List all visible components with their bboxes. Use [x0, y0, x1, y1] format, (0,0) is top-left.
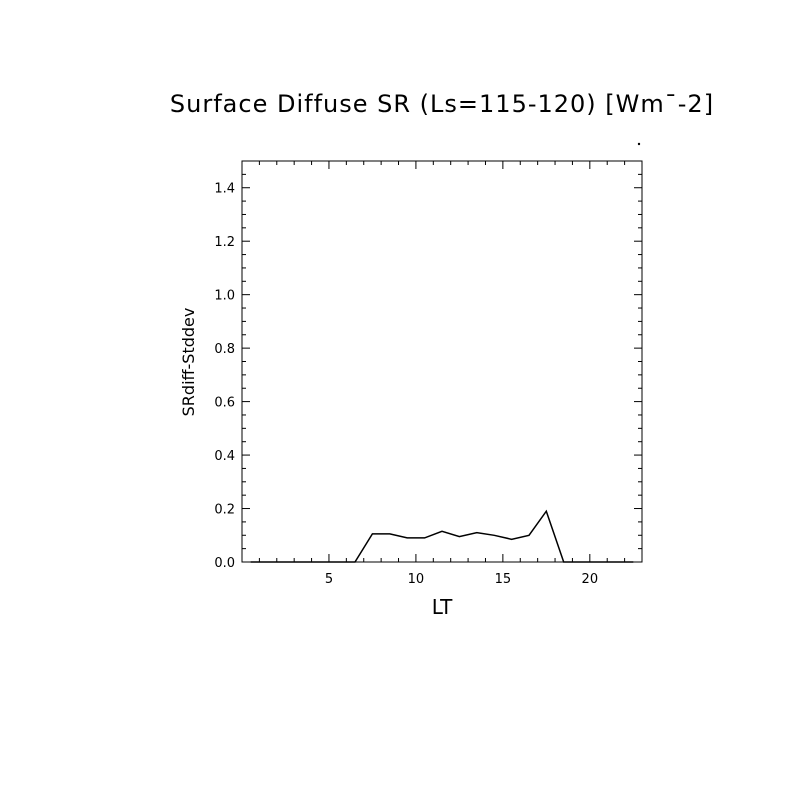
y-tick-label: 0.0: [214, 556, 235, 571]
series-line: [250, 509, 634, 563]
y-axis-tick-labels: 0.0 0.2 0.4 0.6 0.8 1.0 1.2 1.4: [214, 182, 235, 571]
corner-dot: [637, 142, 641, 146]
x-axis-tick-labels: 5 10 15 20: [325, 572, 598, 587]
y-tick-label: 0.6: [214, 396, 235, 411]
y-tick-label: 0.2: [214, 503, 235, 518]
x-axis-label: LT: [432, 595, 453, 619]
series-layer: [250, 509, 634, 563]
x-tick-label: 5: [325, 572, 333, 587]
y-axis-label: SRdiff-Stddev: [179, 308, 198, 417]
y-tick-label: 1.0: [214, 289, 235, 304]
y-tick-label: 1.4: [214, 182, 235, 197]
x-tick-label: 20: [582, 572, 599, 587]
y-tick-label: 0.8: [214, 342, 235, 357]
x-tick-label: 15: [495, 572, 512, 587]
chart-title: Surface Diffuse SR (Ls=115-120) [Wm¯-2]: [170, 90, 714, 118]
y-tick-label: 0.4: [214, 449, 235, 464]
x-axis-ticks: [258, 161, 626, 562]
x-tick-label: 10: [408, 572, 425, 587]
y-axis-ticks: [242, 173, 642, 550]
y-tick-label: 1.2: [214, 235, 235, 250]
plot-frame: [241, 160, 643, 563]
